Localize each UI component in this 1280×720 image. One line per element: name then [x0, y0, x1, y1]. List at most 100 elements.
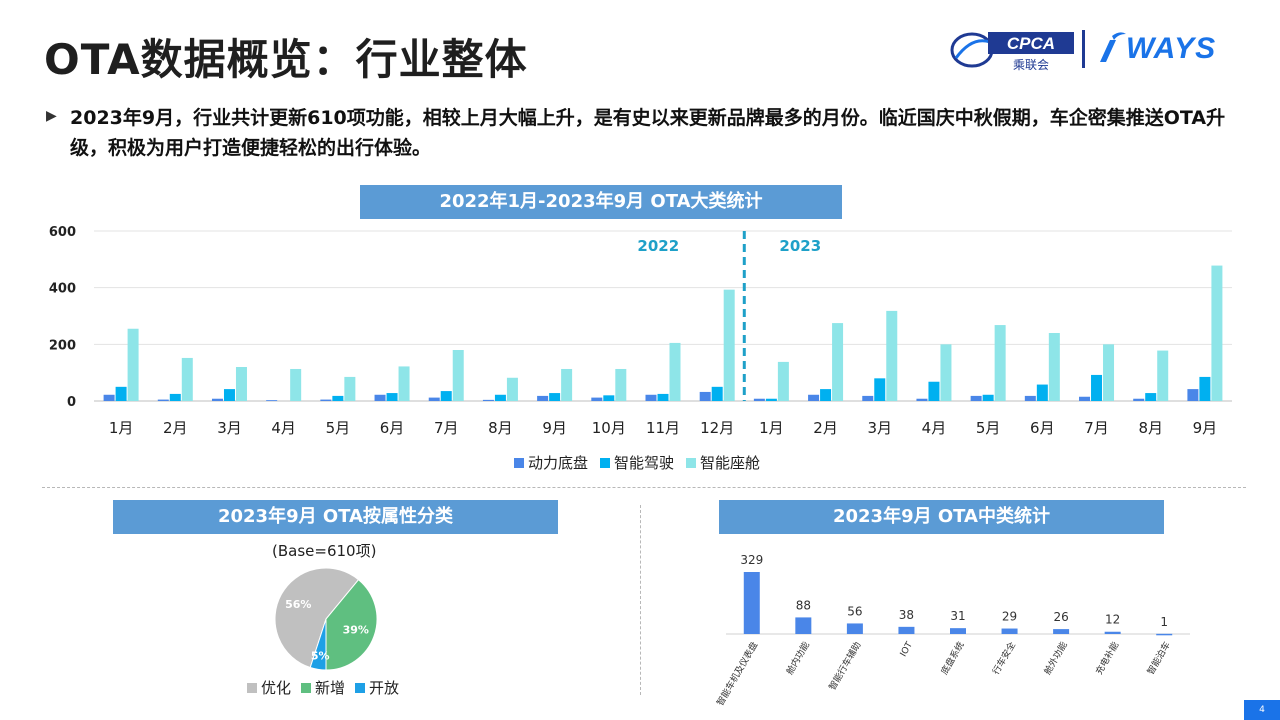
mid-category-label: 智能车机及仪表盘 — [714, 640, 760, 708]
ways-logo-mark — [1100, 32, 1126, 62]
mid-category-label: 智能泊车 — [1144, 640, 1172, 677]
legend-item-powertrain: 动力底盘 — [514, 452, 588, 473]
mid-category-label: 舱内功能 — [784, 640, 812, 677]
legend-item-adas: 智能驾驶 — [600, 452, 674, 473]
x-tick-label: 4月 — [922, 419, 947, 437]
x-tick-label: 7月 — [1084, 419, 1109, 437]
bar-cockpit — [723, 289, 735, 401]
pie-legend-item-new: 新增 — [301, 677, 345, 698]
bar-adas — [765, 398, 777, 401]
bar-powertrain — [591, 397, 603, 401]
mid-bar — [1156, 633, 1173, 636]
bar-powertrain — [808, 394, 820, 401]
mid-category-label: 充电补能 — [1093, 640, 1121, 677]
bar-cockpit — [452, 350, 464, 401]
mid-chart-title: 2023年9月 OTA中类统计 — [719, 500, 1164, 534]
cpca-logo-subtext: 乘联会 — [1013, 58, 1049, 72]
y-tick-label: 600 — [49, 225, 76, 240]
x-tick-label: 9月 — [1193, 419, 1218, 437]
mid-bar — [846, 623, 863, 634]
vertical-divider — [640, 505, 641, 695]
mid-bar — [743, 572, 760, 634]
horizontal-divider — [42, 487, 1246, 488]
bar-adas — [386, 393, 398, 401]
pie-legend: 优化 新增 开放 — [247, 677, 399, 698]
bar-cockpit — [615, 368, 627, 401]
x-tick-label: 3月 — [867, 419, 892, 437]
bar-powertrain — [157, 399, 169, 401]
cpca-logo-text: CPCA — [1007, 34, 1055, 53]
mid-bar — [795, 617, 812, 634]
x-tick-label: 8月 — [1138, 419, 1163, 437]
mid-category-label: 底盘系统 — [938, 640, 966, 677]
bar-cockpit — [1211, 265, 1223, 401]
x-tick-label: 11月 — [646, 419, 680, 437]
bar-powertrain — [266, 400, 278, 401]
bar-cockpit — [181, 357, 193, 401]
bar-powertrain — [916, 398, 928, 401]
mid-category-label: 智能行车辅助 — [826, 640, 863, 693]
y-tick-label: 400 — [49, 282, 76, 297]
bar-cockpit — [777, 361, 789, 401]
bar-adas — [115, 386, 127, 401]
pie-legend-item-optimize: 优化 — [247, 677, 291, 698]
x-tick-label: 6月 — [1030, 419, 1055, 437]
pie-legend-label-new: 新增 — [315, 679, 346, 697]
mid-bar — [950, 628, 966, 634]
x-tick-label: 7月 — [434, 419, 459, 437]
year-label-2023: 2023 — [779, 237, 821, 255]
bar-adas — [711, 386, 723, 401]
x-tick-label: 10月 — [592, 419, 626, 437]
pie-value-label: 56% — [285, 598, 311, 611]
legend-swatch-powertrain — [514, 457, 524, 468]
y-tick-label: 200 — [49, 338, 76, 353]
bar-adas — [440, 391, 452, 401]
mid-category-label: 舱外功能 — [1041, 640, 1069, 677]
pie-legend-swatch-optimize — [247, 682, 257, 693]
pie-value-label: 5% — [311, 649, 330, 662]
bar-adas — [820, 389, 832, 401]
x-tick-label: 5月 — [326, 419, 351, 437]
bar-adas — [603, 395, 615, 401]
bar-cockpit — [561, 368, 573, 401]
bar-cockpit — [886, 310, 898, 401]
page-number: 4 — [1244, 700, 1280, 720]
bar-powertrain — [1133, 398, 1145, 401]
bar-powertrain — [1187, 389, 1199, 401]
mid-bar-value-label: 12 — [1105, 613, 1120, 627]
mid-bar-value-label: 56 — [847, 604, 862, 618]
bar-powertrain — [537, 395, 549, 401]
pie-legend-label-open: 开放 — [369, 679, 400, 697]
bar-cockpit — [832, 323, 844, 401]
logo-area: CPCA 乘联会 WAYS — [950, 28, 1230, 74]
year-label-2022: 2022 — [637, 237, 679, 255]
mid-bar — [898, 626, 915, 634]
mid-bar-value-label: 1 — [1160, 615, 1168, 629]
x-tick-label: 8月 — [488, 419, 513, 437]
bar-powertrain — [320, 399, 332, 401]
pie-legend-item-open: 开放 — [355, 677, 399, 698]
bar-powertrain — [1079, 396, 1091, 401]
main-chart-title: 2022年1月-2023年9月 OTA大类统计 — [360, 185, 842, 219]
mid-category-label: IOT — [899, 640, 916, 659]
mid-bar-value-label: 88 — [796, 598, 811, 612]
bar-powertrain — [103, 394, 115, 401]
bar-cockpit — [127, 328, 139, 401]
legend-label-powertrain: 动力底盘 — [528, 454, 589, 472]
pie-slice — [274, 567, 360, 669]
bar-adas — [1091, 374, 1103, 401]
legend-label-adas: 智能驾驶 — [614, 454, 675, 472]
mid-bar — [1001, 628, 1018, 634]
summary-text: 2023年9月，行业共计更新610项功能，相较上月大幅上升，是有史以来更新品牌最… — [70, 107, 1226, 159]
bar-cockpit — [398, 366, 410, 401]
bar-cockpit — [940, 344, 952, 401]
mid-bar-value-label: 26 — [1053, 610, 1068, 624]
bar-powertrain — [211, 398, 223, 401]
bar-adas — [332, 395, 344, 401]
page-title: OTA数据概览：行业整体 — [44, 35, 528, 84]
pie-legend-swatch-new — [301, 682, 312, 693]
bar-cockpit — [1103, 344, 1115, 401]
pie-slice — [309, 618, 327, 671]
bar-adas — [874, 378, 886, 401]
bar-powertrain — [753, 398, 765, 401]
